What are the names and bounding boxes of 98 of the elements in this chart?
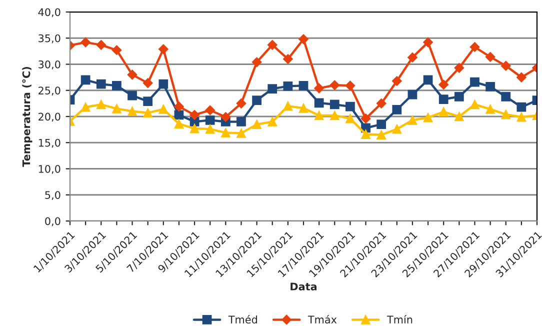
- point: [314, 110, 324, 120]
- point: [392, 124, 402, 134]
- point: [454, 62, 464, 73]
- y-tick-label: 5,0: [45, 191, 60, 200]
- point: [438, 80, 449, 90]
- y-tick-label: 15,0: [38, 138, 60, 148]
- point: [158, 104, 168, 114]
- point: [80, 102, 90, 112]
- point: [158, 44, 168, 54]
- point: [408, 52, 418, 62]
- legend-label: Tmáx: [308, 315, 337, 324]
- point: [423, 37, 433, 48]
- point: [360, 114, 371, 124]
- point: [330, 110, 340, 120]
- point: [220, 112, 231, 122]
- point: [470, 100, 480, 110]
- point: [346, 102, 355, 112]
- y-tick-label: 0,0: [45, 217, 60, 226]
- point: [454, 92, 464, 102]
- point: [80, 75, 90, 85]
- point: [174, 102, 184, 112]
- point: [174, 110, 184, 120]
- point: [408, 115, 418, 125]
- point: [220, 128, 230, 138]
- point: [392, 76, 402, 86]
- point: [408, 90, 418, 100]
- point: [376, 98, 386, 108]
- y-axis-title: Temperatura (°C): [22, 66, 32, 167]
- y-tick-label: 10,0: [38, 164, 60, 174]
- point: [516, 112, 526, 122]
- legend-label: Tméd: [228, 315, 257, 324]
- point: [96, 79, 106, 89]
- point: [500, 60, 511, 71]
- point: [268, 84, 278, 94]
- point: [501, 92, 511, 102]
- y-tick-label: 25,0: [38, 86, 60, 96]
- point: [516, 102, 526, 112]
- point: [330, 100, 340, 110]
- y-tick-label: 30,0: [38, 60, 60, 70]
- point: [112, 80, 122, 90]
- point: [392, 105, 402, 114]
- point: [314, 83, 324, 94]
- y-tick-label: 35,0: [38, 34, 60, 44]
- point: [205, 124, 215, 134]
- point: [330, 80, 340, 90]
- point: [236, 128, 246, 138]
- point: [516, 72, 526, 82]
- point: [438, 94, 448, 104]
- point: [205, 115, 215, 125]
- point: [96, 100, 106, 110]
- point: [143, 96, 153, 106]
- point: [112, 45, 122, 56]
- point: [298, 103, 308, 113]
- point: [112, 104, 122, 114]
- point: [252, 57, 262, 68]
- point: [128, 106, 137, 116]
- point: [423, 75, 433, 85]
- point: [376, 130, 386, 140]
- point: [96, 40, 106, 50]
- point: [314, 98, 324, 108]
- point: [143, 108, 153, 118]
- point: [454, 112, 464, 122]
- point: [282, 54, 293, 64]
- legend-label: Tmín: [386, 315, 412, 324]
- y-tick-label: 40,0: [38, 8, 60, 18]
- point: [190, 124, 200, 134]
- point: [205, 105, 216, 116]
- point: [268, 117, 278, 126]
- point: [423, 112, 433, 122]
- point: [252, 120, 262, 130]
- point: [80, 37, 91, 48]
- point: [486, 82, 495, 92]
- point: [252, 96, 262, 105]
- point: [298, 80, 308, 90]
- point: [485, 52, 496, 62]
- point: [486, 104, 495, 114]
- point: [346, 114, 355, 124]
- point: [345, 80, 356, 91]
- point: [470, 42, 480, 52]
- point: [501, 110, 511, 120]
- point: [438, 107, 448, 116]
- point: [127, 70, 138, 80]
- point: [361, 130, 370, 139]
- y-tick-label: 20,0: [38, 112, 60, 122]
- point: [298, 34, 308, 44]
- x-axis-title: Data: [290, 282, 317, 290]
- point: [283, 82, 293, 91]
- point: [158, 79, 168, 89]
- point: [470, 77, 480, 87]
- point: [376, 120, 386, 130]
- point: [283, 101, 293, 111]
- point: [190, 110, 200, 120]
- point: [128, 90, 137, 100]
- point: [142, 78, 153, 88]
- point: [267, 40, 278, 50]
- point: [236, 98, 246, 108]
- point: [236, 117, 246, 126]
- point: [174, 119, 184, 128]
